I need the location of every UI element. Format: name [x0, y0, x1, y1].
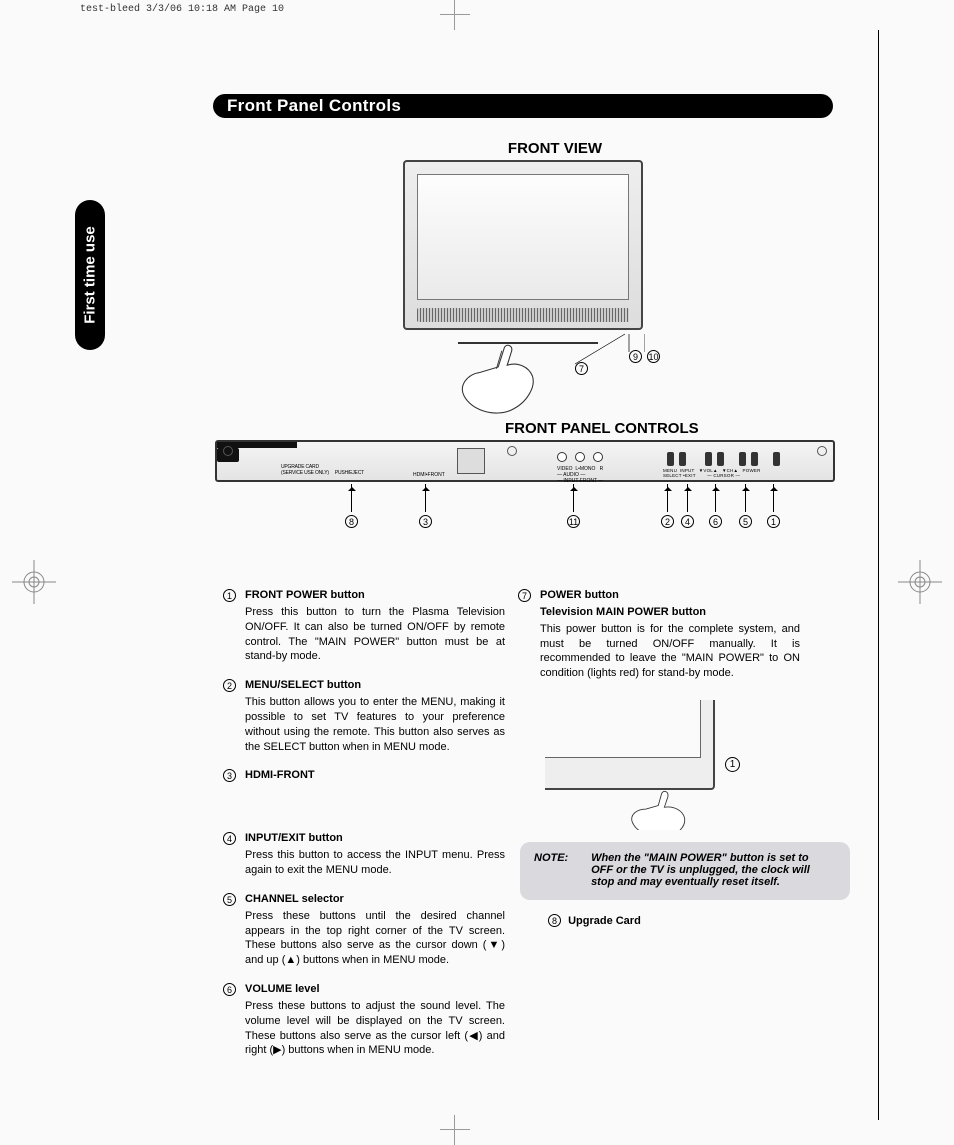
entry-4: 4 INPUT/EXIT button Press this button to… — [245, 831, 505, 878]
entry-body: Press this button to turn the Plasma Tel… — [245, 605, 505, 664]
leader-line — [425, 484, 426, 512]
hand-icon — [625, 788, 695, 830]
panel-hdmi-label: HDMI•FRONT — [413, 472, 445, 478]
callout-6: 6 — [709, 512, 722, 530]
side-tab-label: First time use — [82, 226, 99, 324]
leader-line — [773, 484, 774, 512]
leader-line — [745, 484, 746, 512]
note-label: NOTE: — [534, 852, 588, 864]
callout-3: 3 — [419, 512, 432, 530]
note-text: When the "MAIN POWER" button is set to O… — [591, 852, 831, 888]
entry-body: Press these buttons until the desired ch… — [245, 909, 505, 968]
entry-2: 2 MENU/SELECT button This button allows … — [245, 678, 505, 754]
entry-title: POWER button — [540, 588, 800, 603]
entry-7: 7 POWER button Television MAIN POWER but… — [540, 588, 800, 681]
registration-mark-icon — [12, 560, 56, 604]
side-tab: First time use — [75, 200, 105, 350]
entry-title: FRONT POWER button — [245, 588, 505, 603]
entry-1: 1 FRONT POWER button Press this button t… — [245, 588, 505, 664]
crop-mark-icon — [440, 0, 470, 30]
callout-8: 8 — [345, 512, 358, 530]
callout-11: 11 — [567, 512, 580, 530]
entry-body: Press these buttons to adjust the sound … — [245, 999, 505, 1058]
panel-av-label: VIDEO L•MONO R — AUDIO — — INPUT-FRONT — — [557, 466, 603, 484]
tv-corner-illustration — [545, 700, 745, 830]
note-box: NOTE: When the "MAIN POWER" button is se… — [520, 842, 850, 900]
entry-title: MENU/SELECT button — [245, 678, 505, 693]
leader-line — [351, 484, 352, 512]
entry-body: This button allows you to enter the MENU… — [245, 695, 505, 754]
section-title-bar: Front Panel Controls — [213, 94, 833, 118]
entry-title: INPUT/EXIT button — [245, 831, 505, 846]
front-view-heading: FRONT VIEW — [405, 140, 705, 157]
leader-lines — [565, 330, 645, 370]
entry-body: This power button is for the complete sy… — [540, 622, 800, 681]
crop-header: test-bleed 3/3/06 10:18 AM Page 10 — [80, 4, 284, 15]
callout-10: 10 — [647, 350, 660, 363]
entry-subtitle: Television MAIN POWER button — [540, 605, 800, 620]
entry-title: HDMI-FRONT — [245, 768, 505, 783]
leader-line — [715, 484, 716, 512]
page-frame: Front Panel Controls First time use FRON… — [75, 30, 879, 1120]
front-panel-heading: FRONT PANEL CONTROLS — [505, 420, 699, 437]
panel-buttons-label: MENU INPUT ▼VOL▲ ▼CH▲ POWER SELECT •EXIT… — [663, 468, 761, 478]
registration-mark-icon — [898, 560, 942, 604]
panel-upgrade-label: UPGRADE CARD (SERVICE USE ONLY) PUSH/EJE… — [281, 464, 364, 476]
leader-line — [667, 484, 668, 512]
entry-5: 5 CHANNEL selector Press these buttons u… — [245, 892, 505, 968]
entry-6: 6 VOLUME level Press these buttons to ad… — [245, 982, 505, 1058]
corner-callout: 1 — [725, 754, 740, 772]
entry-8: 8 Upgrade Card — [548, 914, 641, 927]
tv-illustration — [403, 160, 653, 344]
leader-line — [573, 484, 574, 512]
hand-icon — [455, 340, 545, 420]
callout-2: 2 — [661, 512, 674, 530]
entry-title: Upgrade Card — [568, 915, 641, 927]
callout-1: 1 — [767, 512, 780, 530]
left-column: 1 FRONT POWER button Press this button t… — [245, 588, 505, 1072]
leader-line — [687, 484, 688, 512]
callout-4: 4 — [681, 512, 694, 530]
entry-body: Press this button to access the INPUT me… — [245, 848, 505, 878]
entry-3: 3 HDMI-FRONT — [245, 768, 505, 783]
callout-5: 5 — [739, 512, 752, 530]
right-column: 7 POWER button Television MAIN POWER but… — [540, 588, 800, 695]
entry-title: VOLUME level — [245, 982, 505, 997]
entry-title: CHANNEL selector — [245, 892, 505, 907]
front-panel-diagram: UPGRADE CARD (SERVICE USE ONLY) PUSH/EJE… — [215, 440, 835, 482]
